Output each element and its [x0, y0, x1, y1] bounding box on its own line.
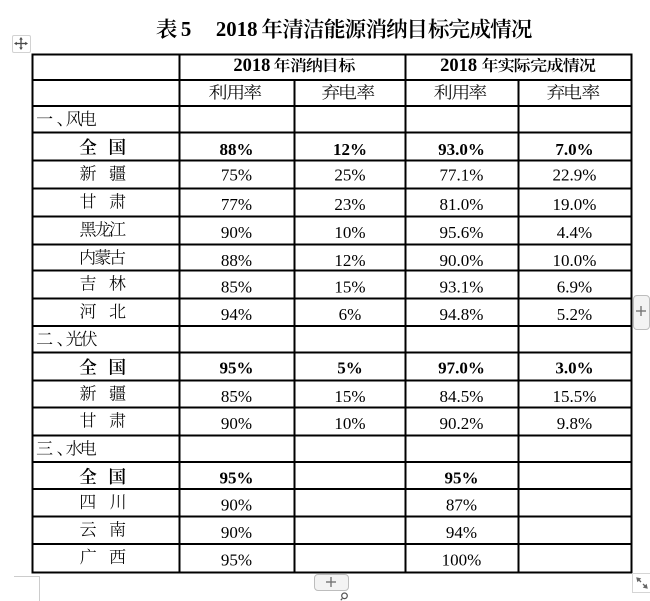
svg-text:2018: 2018 [440, 56, 477, 76]
svg-text:95%: 95% [220, 468, 254, 487]
svg-text:77%: 77% [221, 195, 252, 214]
svg-text:95%: 95% [221, 550, 252, 569]
svg-text:12%: 12% [333, 140, 367, 159]
svg-text:93.1%: 93.1% [440, 277, 484, 296]
svg-text:84.5%: 84.5% [440, 387, 484, 406]
svg-text:90.0%: 90.0% [440, 251, 484, 270]
svg-text:85%: 85% [221, 387, 252, 406]
svg-text:90%: 90% [221, 223, 252, 242]
svg-text:25%: 25% [334, 166, 365, 185]
svg-text:5%: 5% [337, 358, 363, 377]
svg-text:90.2%: 90.2% [440, 414, 484, 433]
svg-text:12%: 12% [334, 251, 365, 270]
svg-text:90%: 90% [221, 414, 252, 433]
svg-text:90%: 90% [221, 523, 252, 542]
svg-text:75%: 75% [221, 166, 252, 185]
svg-text:94%: 94% [221, 305, 252, 324]
svg-text:15%: 15% [334, 387, 365, 406]
svg-text:94.8%: 94.8% [440, 305, 484, 324]
svg-text:19.0%: 19.0% [553, 195, 597, 214]
svg-text:15.5%: 15.5% [553, 387, 597, 406]
svg-text:22.9%: 22.9% [553, 166, 597, 185]
svg-text:10%: 10% [334, 414, 365, 433]
svg-text:15%: 15% [334, 277, 365, 296]
svg-text:95%: 95% [220, 358, 254, 377]
svg-text:7.0%: 7.0% [555, 140, 593, 159]
svg-text:10.0%: 10.0% [553, 251, 597, 270]
svg-text:10%: 10% [334, 223, 365, 242]
svg-text:6.9%: 6.9% [557, 277, 592, 296]
svg-text:85%: 85% [221, 277, 252, 296]
svg-text:88%: 88% [220, 140, 254, 159]
svg-text:77.1%: 77.1% [440, 166, 484, 185]
svg-text:2018: 2018 [216, 18, 258, 41]
svg-text:9.8%: 9.8% [557, 414, 592, 433]
svg-text:95.6%: 95.6% [440, 223, 484, 242]
svg-text:100%: 100% [442, 550, 482, 569]
svg-text:5.2%: 5.2% [557, 305, 592, 324]
svg-text:87%: 87% [446, 495, 477, 514]
svg-text:90%: 90% [221, 495, 252, 514]
svg-text:23%: 23% [334, 195, 365, 214]
svg-text:97.0%: 97.0% [438, 358, 485, 377]
svg-text:2018: 2018 [233, 56, 270, 76]
svg-text:81.0%: 81.0% [440, 195, 484, 214]
svg-text:4.4%: 4.4% [557, 223, 592, 242]
svg-text:95%: 95% [445, 468, 479, 487]
svg-text:3.0%: 3.0% [555, 358, 593, 377]
svg-text:5: 5 [181, 18, 191, 41]
svg-text:94%: 94% [446, 523, 477, 542]
svg-text:6%: 6% [339, 305, 362, 324]
svg-text:88%: 88% [221, 251, 252, 270]
svg-text:93.0%: 93.0% [438, 140, 485, 159]
